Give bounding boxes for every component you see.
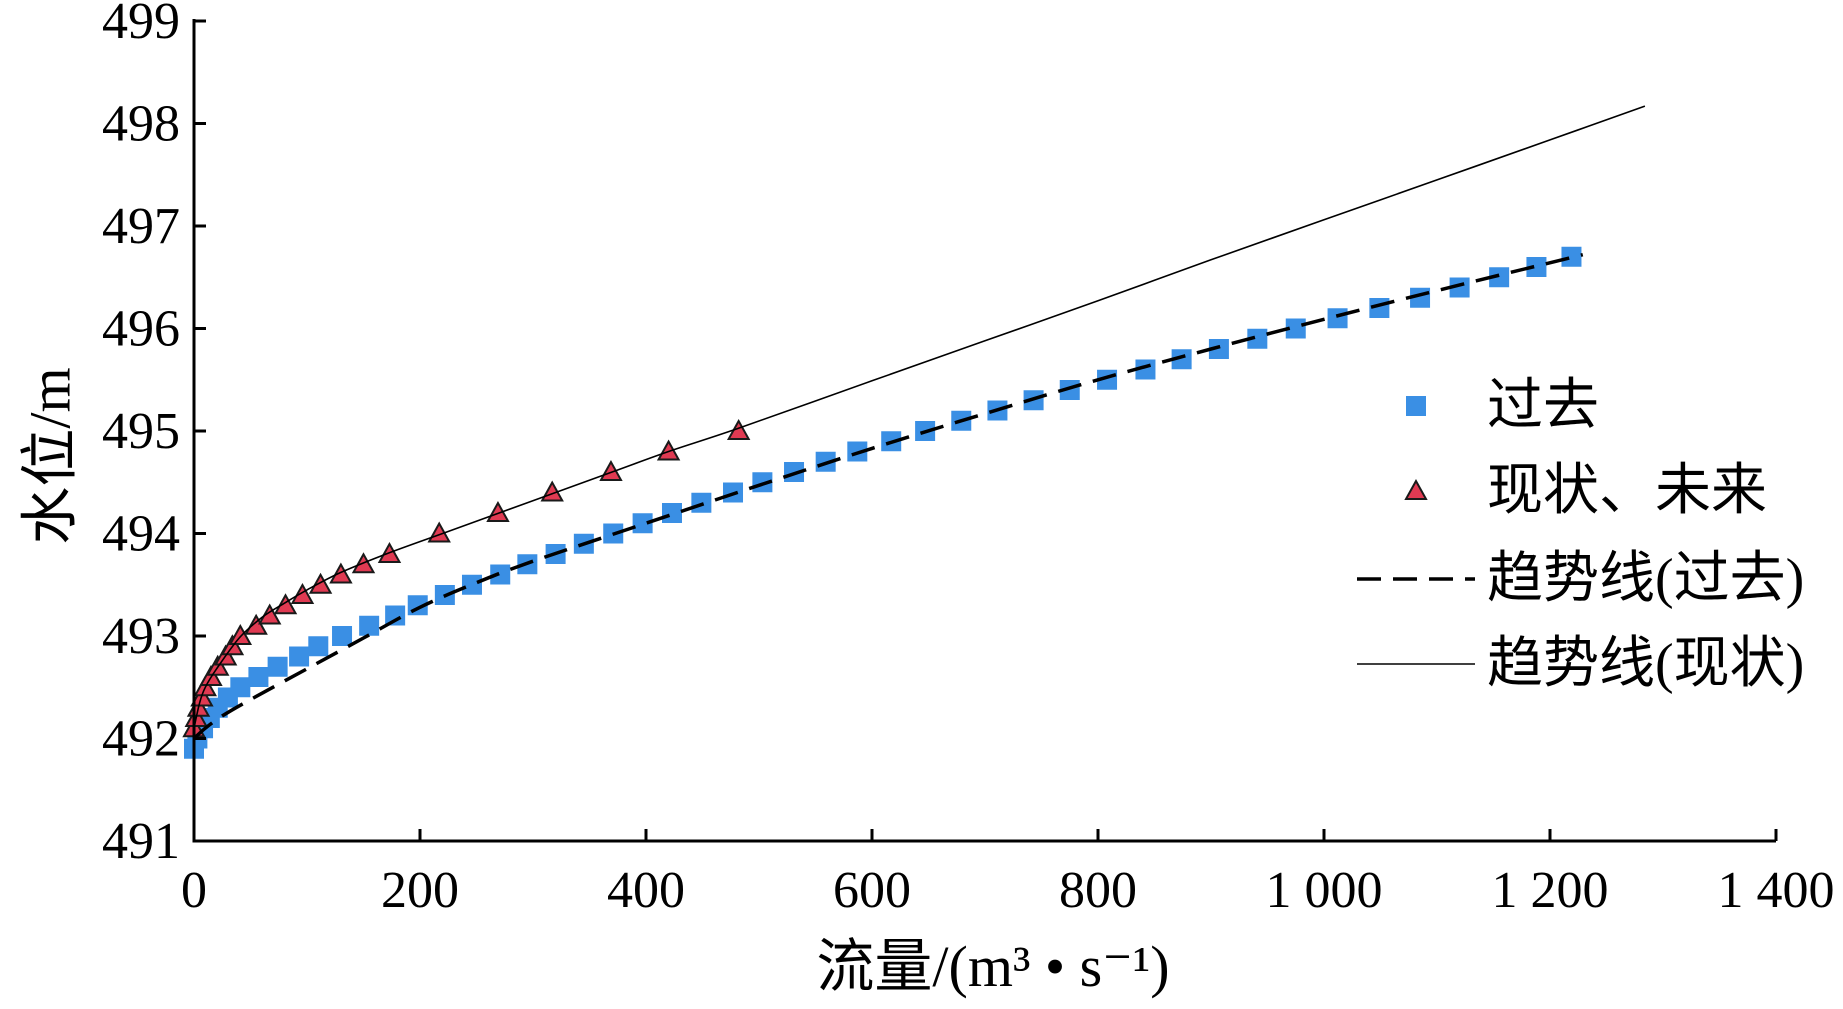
square-data-point [1171,349,1192,370]
legend: 过去 现状、未来 趋势线(过去) 趋势线(现状) [1357,375,1804,695]
y-tick-label: 497 [102,198,180,255]
square-data-point [308,636,329,657]
triangle-data-point [486,500,510,522]
square-data-point [359,615,380,636]
square-data-point [1561,246,1582,267]
x-axis-title: 流量/(m³ • s⁻¹) [816,934,1169,999]
square-series [184,246,1582,759]
x-tick-label: 600 [833,862,911,919]
square-data-point [1208,339,1229,359]
square-data-point [385,605,406,626]
legend-square-marker [1406,396,1426,416]
square-data-point [1247,328,1268,349]
square-data-point [661,503,682,523]
x-tick-label: 0 [181,862,207,919]
x-tick-label: 1 200 [1492,862,1609,919]
square-data-point [1489,267,1510,288]
legend-label: 趋势线(现状) [1487,633,1804,695]
square-data-point [632,513,653,534]
triangle-data-point [329,562,353,584]
y-tick-label: 495 [102,403,180,460]
legend-item-past: 过去 [1406,375,1599,437]
triangle-data-point [273,593,298,615]
y-tick-label: 493 [102,608,180,665]
square-data-point [248,667,269,687]
x-tick-label: 200 [381,862,459,919]
y-tick-label: 492 [102,711,180,768]
y-tick-label: 494 [102,506,180,563]
triangle-data-point [290,582,315,604]
legend-label: 趋势线(过去) [1487,548,1804,610]
triangle-data-point [228,623,253,645]
y-axis-title: 水位/m [18,367,83,544]
square-data-point [1285,318,1306,339]
triangle-data-point [656,439,681,461]
y-tick-label: 496 [102,301,180,358]
legend-item-current-future: 现状、未来 [1404,460,1767,522]
square-data-point [1526,257,1547,277]
plot-area [182,105,1646,759]
legend-item-current-trend: 趋势线(现状) [1357,633,1804,695]
triangle-data-point [599,459,623,481]
solid-trend-line [193,105,1646,729]
square-data-point [490,564,511,585]
legend-label: 过去 [1487,375,1599,437]
square-data-point [1135,359,1156,380]
square-data-point [461,574,482,595]
x-tick-label: 800 [1059,862,1137,919]
square-data-point [267,656,288,677]
x-tick-label: 1 000 [1266,862,1383,919]
legend-triangle-marker [1404,478,1428,500]
dashed-trend-line [192,253,1584,740]
square-data-point [230,677,251,698]
triangle-data-point [206,654,230,676]
y-tick-label: 499 [102,0,180,50]
square-data-point [1327,308,1348,329]
ticks: 491 492 493 494 495 496 497 498 499 0 200 400 600 800… [102,0,1835,919]
y-tick-label: 491 [102,813,180,870]
x-tick-label: 400 [607,862,685,919]
square-data-point [332,626,353,646]
square-data-point [289,646,310,667]
square-data-point [1449,277,1470,298]
legend-label: 现状、未来 [1487,460,1767,522]
legend-item-past-trend: 趋势线(过去) [1357,548,1804,610]
triangle-data-point [244,613,268,635]
y-tick-label: 498 [102,96,180,153]
triangle-data-point [308,572,333,594]
x-tick-label: 1 400 [1718,862,1835,919]
